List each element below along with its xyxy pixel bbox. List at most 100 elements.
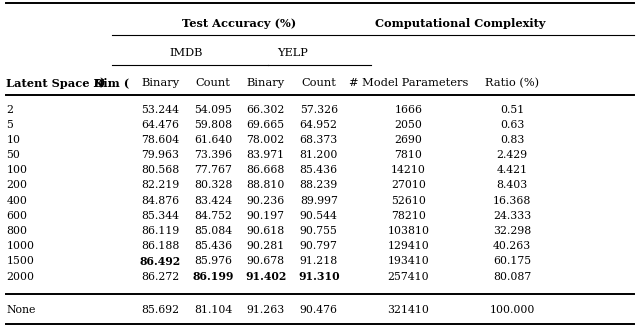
- Text: Binary: Binary: [246, 78, 285, 88]
- Text: IMDB: IMDB: [170, 48, 204, 58]
- Text: 69.665: 69.665: [246, 120, 285, 130]
- Text: None: None: [6, 305, 36, 315]
- Text: Latent Space Dim (: Latent Space Dim (: [6, 78, 130, 89]
- Text: 2050: 2050: [394, 120, 422, 130]
- Text: 2690: 2690: [394, 135, 422, 145]
- Text: 200: 200: [6, 181, 28, 190]
- Text: 66.302: 66.302: [246, 105, 285, 115]
- Text: 86.199: 86.199: [193, 271, 234, 282]
- Text: 100.000: 100.000: [490, 305, 534, 315]
- Text: 103810: 103810: [387, 226, 429, 236]
- Text: 77.767: 77.767: [194, 165, 232, 175]
- Text: 10: 10: [6, 135, 20, 145]
- Text: Count: Count: [301, 78, 336, 88]
- Text: 90.236: 90.236: [246, 196, 285, 206]
- Text: Computational Complexity: Computational Complexity: [375, 17, 545, 29]
- Text: 85.436: 85.436: [300, 165, 338, 175]
- Text: 81.104: 81.104: [194, 305, 232, 315]
- Text: 90.797: 90.797: [300, 241, 338, 251]
- Text: 90.618: 90.618: [246, 226, 285, 236]
- Text: 14210: 14210: [391, 165, 426, 175]
- Text: 0.51: 0.51: [500, 105, 524, 115]
- Text: 59.808: 59.808: [194, 120, 232, 130]
- Text: 129410: 129410: [387, 241, 429, 251]
- Text: 80.568: 80.568: [141, 165, 179, 175]
- Text: 73.396: 73.396: [194, 150, 232, 160]
- Text: 88.810: 88.810: [246, 181, 285, 190]
- Text: 1500: 1500: [6, 256, 35, 266]
- Text: 24.333: 24.333: [493, 211, 531, 221]
- Text: 40.263: 40.263: [493, 241, 531, 251]
- Text: 85.976: 85.976: [194, 256, 232, 266]
- Text: 90.476: 90.476: [300, 305, 338, 315]
- Text: 60.175: 60.175: [493, 256, 531, 266]
- Text: 257410: 257410: [387, 272, 429, 281]
- Text: 64.476: 64.476: [141, 120, 179, 130]
- Text: YELP: YELP: [276, 48, 308, 58]
- Text: 54.095: 54.095: [194, 105, 232, 115]
- Text: 84.752: 84.752: [194, 211, 232, 221]
- Text: 64.952: 64.952: [300, 120, 338, 130]
- Text: 50: 50: [6, 150, 20, 160]
- Text: 78.604: 78.604: [141, 135, 179, 145]
- Text: 1000: 1000: [6, 241, 35, 251]
- Text: 83.424: 83.424: [194, 196, 232, 206]
- Text: 86.668: 86.668: [246, 165, 285, 175]
- Text: 90.755: 90.755: [300, 226, 338, 236]
- Text: 7810: 7810: [394, 150, 422, 160]
- Text: 85.436: 85.436: [194, 241, 232, 251]
- Text: 0.63: 0.63: [500, 120, 524, 130]
- Text: 2000: 2000: [6, 272, 35, 281]
- Text: 5: 5: [6, 120, 13, 130]
- Text: 83.971: 83.971: [246, 150, 285, 160]
- Text: 100: 100: [6, 165, 28, 175]
- Text: 79.963: 79.963: [141, 150, 179, 160]
- Text: 600: 600: [6, 211, 28, 221]
- Text: Test Accuracy (%): Test Accuracy (%): [182, 17, 296, 29]
- Text: 2: 2: [6, 105, 13, 115]
- Text: 85.344: 85.344: [141, 211, 179, 221]
- Text: 321410: 321410: [387, 305, 429, 315]
- Text: 1666: 1666: [394, 105, 422, 115]
- Text: 82.219: 82.219: [141, 181, 179, 190]
- Text: Ratio (%): Ratio (%): [485, 78, 539, 88]
- Text: 86.272: 86.272: [141, 272, 179, 281]
- Text: ): ): [99, 78, 105, 89]
- Text: 52610: 52610: [391, 196, 426, 206]
- Text: 4.421: 4.421: [497, 165, 527, 175]
- Text: 78210: 78210: [391, 211, 426, 221]
- Text: 91.263: 91.263: [246, 305, 285, 315]
- Text: 88.239: 88.239: [300, 181, 338, 190]
- Text: 84.876: 84.876: [141, 196, 179, 206]
- Text: 78.002: 78.002: [246, 135, 285, 145]
- Text: 81.200: 81.200: [300, 150, 338, 160]
- Text: 91.310: 91.310: [298, 271, 340, 282]
- Text: 27010: 27010: [391, 181, 426, 190]
- Text: 16.368: 16.368: [493, 196, 531, 206]
- Text: 85.692: 85.692: [141, 305, 179, 315]
- Text: 8.403: 8.403: [497, 181, 527, 190]
- Text: 91.218: 91.218: [300, 256, 338, 266]
- Text: 0.83: 0.83: [500, 135, 524, 145]
- Text: K: K: [93, 78, 103, 89]
- Text: 80.087: 80.087: [493, 272, 531, 281]
- Text: 400: 400: [6, 196, 28, 206]
- Text: 86.188: 86.188: [141, 241, 179, 251]
- Text: 86.492: 86.492: [140, 256, 180, 267]
- Text: 85.084: 85.084: [194, 226, 232, 236]
- Text: # Model Parameters: # Model Parameters: [349, 78, 468, 88]
- Text: 53.244: 53.244: [141, 105, 179, 115]
- Text: 90.281: 90.281: [246, 241, 285, 251]
- Text: 86.119: 86.119: [141, 226, 179, 236]
- Text: 800: 800: [6, 226, 28, 236]
- Text: Count: Count: [196, 78, 230, 88]
- Text: 57.326: 57.326: [300, 105, 338, 115]
- Text: 68.373: 68.373: [300, 135, 338, 145]
- Text: 2.429: 2.429: [497, 150, 527, 160]
- Text: 80.328: 80.328: [194, 181, 232, 190]
- Text: 32.298: 32.298: [493, 226, 531, 236]
- Text: 89.997: 89.997: [300, 196, 338, 206]
- Text: 61.640: 61.640: [194, 135, 232, 145]
- Text: 90.678: 90.678: [246, 256, 285, 266]
- Text: 193410: 193410: [387, 256, 429, 266]
